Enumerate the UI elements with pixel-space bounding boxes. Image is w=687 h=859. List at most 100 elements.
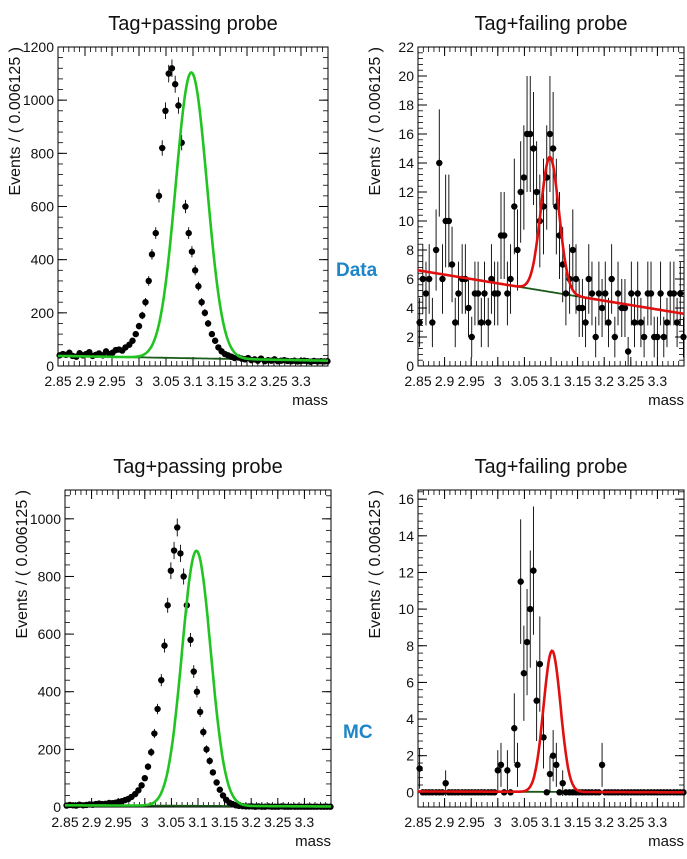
data-point [161,642,168,649]
data-point [442,779,449,787]
data-point [206,757,213,765]
data-point [478,319,485,326]
x-tick-label: 2.9 [435,373,455,389]
data-point [553,761,560,769]
data-point [621,304,629,312]
data-point [533,697,540,704]
y-axis-label: Events / ( 0.006125 ) [367,490,384,639]
y-tick-label: 1000 [23,92,54,108]
plot-frame [64,489,332,808]
data-point [585,275,592,283]
x-tick-label: 3.3 [648,814,668,830]
data-point [628,290,635,297]
data-point [162,107,169,115]
data-point [147,749,155,756]
x-tick-label: 3.25 [617,814,644,830]
x-tick-label: 3.15 [564,373,591,389]
x-tick-label: 3.3 [291,373,311,389]
data-point [530,567,537,574]
y-tick-label: 800 [38,568,62,584]
y-tick-label: 8 [406,242,414,258]
y-tick-label: 600 [38,626,62,642]
data-point [680,333,687,341]
total-fit-line [417,155,685,316]
data-point [416,319,423,326]
chart-title: Tag+passing probe [113,456,283,478]
data-point [488,275,495,283]
plot-frame [57,46,329,367]
data-point [624,348,632,355]
data-point [543,789,550,796]
data-point [419,275,426,283]
y-tick-label: 600 [31,199,55,215]
data-point [494,290,501,297]
x-tick-label: 3.2 [237,373,257,389]
data-point [141,774,148,782]
data-point [631,319,638,326]
y-axis-label: Events / ( 0.006125 ) [7,47,24,196]
x-tick-label: 2.85 [404,814,431,830]
y-tick-label: 20 [398,68,414,84]
data-point [138,782,145,789]
x-tick-label: 3.15 [206,373,233,389]
data-point [195,283,202,290]
data-point [504,767,511,774]
data-point [517,188,524,196]
data-point [164,602,171,609]
plot-frame [417,489,685,808]
x-tick-label: 3.05 [511,373,538,389]
data-point [598,761,606,769]
data-point [536,660,544,668]
data-point [514,761,521,769]
data-point [416,765,423,772]
data-point [595,290,603,297]
data-point [663,319,671,326]
y-tick-label: 0 [46,358,54,374]
data-point [485,319,492,326]
x-tick-label: 2.95 [458,814,485,830]
x-tick-label: 2.95 [458,373,485,389]
x-tick-label: 2.9 [435,814,455,830]
data-point [448,261,456,268]
data-point [154,705,161,713]
x-tick-label: 2.95 [105,814,132,830]
x-tick-label: 2.9 [75,373,95,389]
y-tick-label: 14 [398,155,414,171]
y-tick-label: 16 [398,491,414,507]
data-point [432,246,440,254]
data-point [175,102,182,109]
y-tick-label: 2 [406,329,414,345]
total-fit-line [418,649,684,794]
y-tick-label: 6 [406,674,414,690]
data-point [204,320,212,327]
data-point [511,725,518,732]
x-tick-label: 3.25 [617,373,644,389]
data-point [142,299,149,306]
data-point [549,145,557,152]
data-point [152,229,159,237]
data-point [481,290,488,297]
data-point [455,290,462,297]
data-point [497,761,505,769]
data-point [445,217,453,225]
data-point [203,746,210,753]
x-tick-label: 3.15 [211,814,238,830]
data-point [657,290,664,297]
data-point [188,248,196,255]
data-point [139,312,146,319]
y-tick-label: 10 [398,213,414,229]
x-tick-label: 3.15 [564,814,591,830]
data-point [640,333,648,341]
x-tick-label: 2.85 [51,814,78,830]
y-tick-label: 12 [398,564,414,580]
data-point [579,304,586,312]
data-point [158,677,165,684]
data-point [165,70,172,77]
data-point [474,290,482,297]
data-point [187,636,194,644]
y-tick-label: 200 [31,305,55,321]
data-point [605,319,612,326]
data-point [145,277,152,285]
data-point [151,730,158,737]
